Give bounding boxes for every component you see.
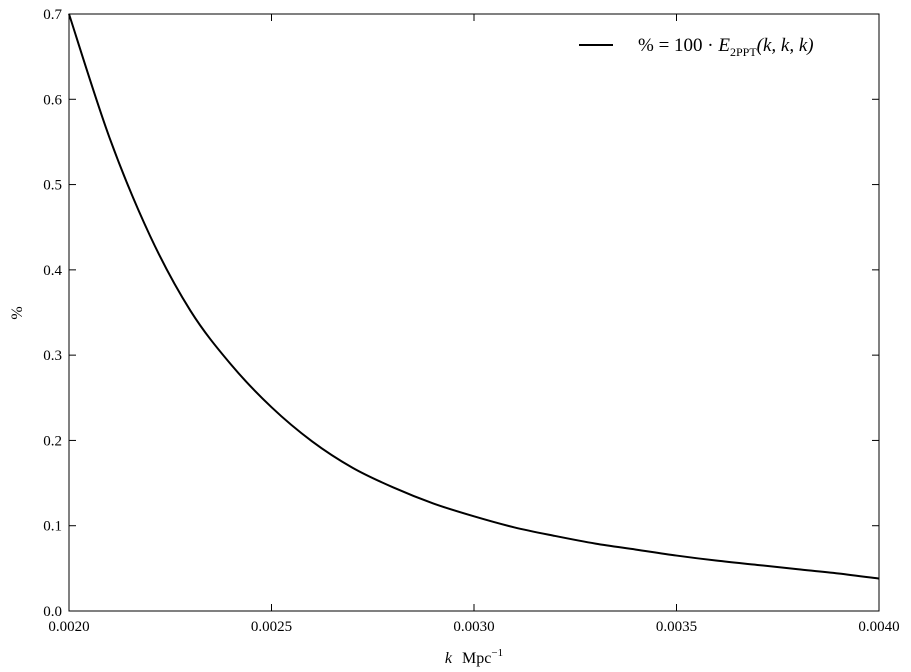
x-tick-label: 0.0025 <box>251 619 292 635</box>
plot-area <box>68 13 880 612</box>
x-tick-label: 0.0020 <box>48 619 89 635</box>
y-tick-label: 0.1 <box>43 519 62 535</box>
y-tick-label: 0.2 <box>43 433 62 449</box>
legend: % = 100 · E2PPT(k, k, k) <box>579 35 814 59</box>
series-line <box>68 13 880 580</box>
x-axis-label: k Mpc−1 <box>445 647 503 667</box>
y-tick-label: 0.7 <box>43 7 62 23</box>
axis-ticks <box>68 13 880 612</box>
y-axis-label: % <box>9 306 26 319</box>
x-tick-label: 0.0035 <box>656 619 697 635</box>
y-tick-label: 0.4 <box>43 263 62 279</box>
y-tick-label: 0.6 <box>43 92 62 108</box>
x-tick-label: 0.0040 <box>858 619 899 635</box>
y-tick-label: 0.3 <box>43 348 62 364</box>
legend-label: % = 100 · E2PPT(k, k, k) <box>638 35 814 59</box>
x-tick-label: 0.0030 <box>453 619 494 635</box>
y-tick-label: 0.5 <box>43 178 62 194</box>
tick-labels: 0.0020 0.0025 0.0030 0.0035 0.0040 0.0 0.1 0.2 0… <box>43 7 899 635</box>
y-tick-label: 0.0 <box>43 604 62 620</box>
